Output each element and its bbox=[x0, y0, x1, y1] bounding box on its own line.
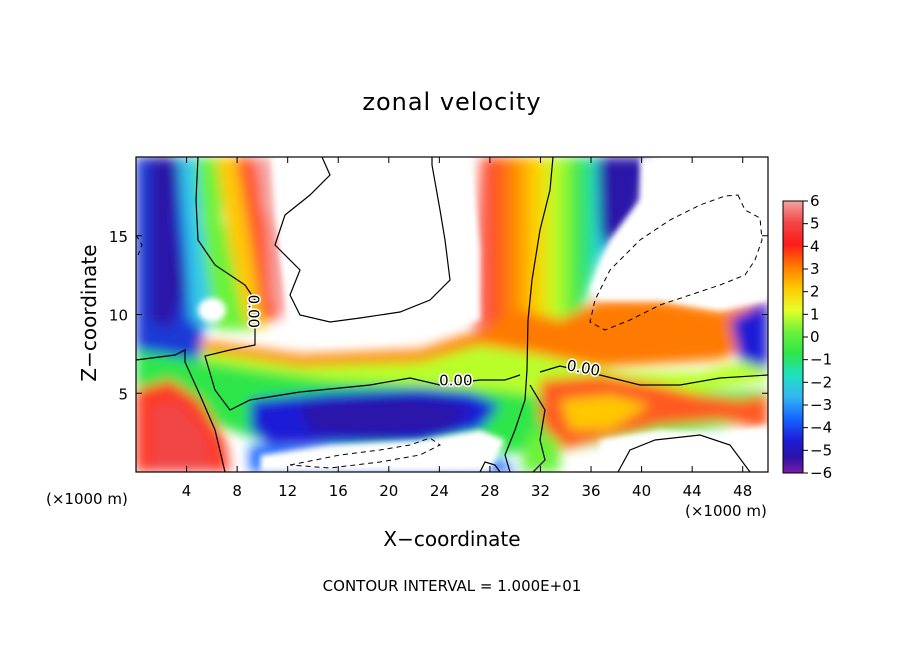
svg-text:0.00: 0.00 bbox=[245, 295, 263, 328]
contour-label: 0.00 bbox=[243, 293, 264, 329]
y-axis-label: Z−coordinate bbox=[77, 244, 101, 382]
x-tick-label: 44 bbox=[683, 482, 702, 500]
x-tick-label: 12 bbox=[278, 482, 297, 500]
x-tick-label: 48 bbox=[733, 482, 752, 500]
y-tick-label: 10 bbox=[109, 307, 128, 325]
x-unit-label-right: (×1000 m) bbox=[685, 502, 767, 520]
zero-contour-lines bbox=[136, 157, 768, 472]
colorbar-tick-label: 1 bbox=[810, 305, 820, 323]
x-tick-label: 24 bbox=[430, 482, 449, 500]
colorbar-tick-label: −1 bbox=[810, 351, 832, 369]
x-tick-label: 28 bbox=[480, 482, 499, 500]
colorbar-tick-label: −2 bbox=[810, 373, 832, 391]
dashed-contour-lines bbox=[136, 194, 763, 469]
colorbar-tick-label: −4 bbox=[810, 419, 832, 437]
x-tick-label: 36 bbox=[581, 482, 600, 500]
y-tick-label: 5 bbox=[118, 385, 128, 403]
x-tick-label: 32 bbox=[531, 482, 550, 500]
x-tick-label: 20 bbox=[379, 482, 398, 500]
y-tick-label: 15 bbox=[109, 228, 128, 246]
chart-title: zonal velocity bbox=[362, 88, 542, 116]
x-tick-label: 40 bbox=[632, 482, 651, 500]
contour-label: 0.00 bbox=[438, 370, 474, 391]
x-tick-label: 16 bbox=[329, 482, 348, 500]
x-unit-label-left: (×1000 m) bbox=[46, 490, 128, 508]
colorbar-tick-label: −3 bbox=[810, 396, 832, 414]
colorbar-tick-label: 6 bbox=[810, 192, 820, 210]
colorbar-tick-label: 5 bbox=[810, 215, 820, 233]
colorbar-tick-label: 2 bbox=[810, 283, 820, 301]
x-tick-label: 4 bbox=[182, 482, 192, 500]
svg-text:0.00: 0.00 bbox=[439, 372, 472, 390]
colorbar-tick-label: −5 bbox=[810, 441, 832, 459]
velocity-field: 0.000.000.00 bbox=[136, 157, 768, 472]
colorbar-tick-label: 3 bbox=[810, 260, 820, 278]
x-tick-label: 8 bbox=[232, 482, 242, 500]
colorbar-tick-label: 0 bbox=[810, 328, 820, 346]
colorbar: 6 5 4 3 2 1 0 −1 −2 −3 −4 −5 −6 bbox=[782, 192, 832, 482]
x-axis-label: X−coordinate bbox=[383, 527, 521, 551]
contour-interval-note: CONTOUR INTERVAL = 1.000E+01 bbox=[322, 577, 582, 595]
colorbar-tick-label: −6 bbox=[810, 464, 832, 482]
colorbar-tick-label: 4 bbox=[810, 237, 820, 255]
